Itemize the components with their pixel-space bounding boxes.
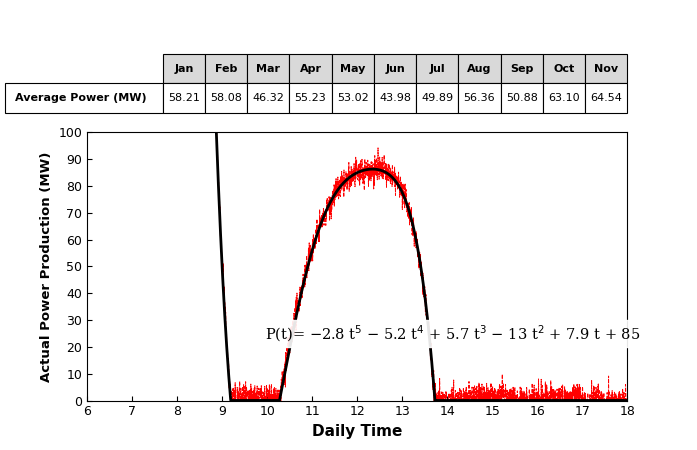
Text: P(t)= $-$2.8 t$^5$ $-$ 5.2 t$^4$ + 5.7 t$^3$ $-$ 13 t$^2$ + 7.9 t + 85: P(t)= $-$2.8 t$^5$ $-$ 5.2 t$^4$ + 5.7 t… [266, 323, 641, 344]
X-axis label: Daily Time: Daily Time [312, 424, 402, 439]
Y-axis label: Actual Power Production (MW): Actual Power Production (MW) [40, 151, 53, 382]
